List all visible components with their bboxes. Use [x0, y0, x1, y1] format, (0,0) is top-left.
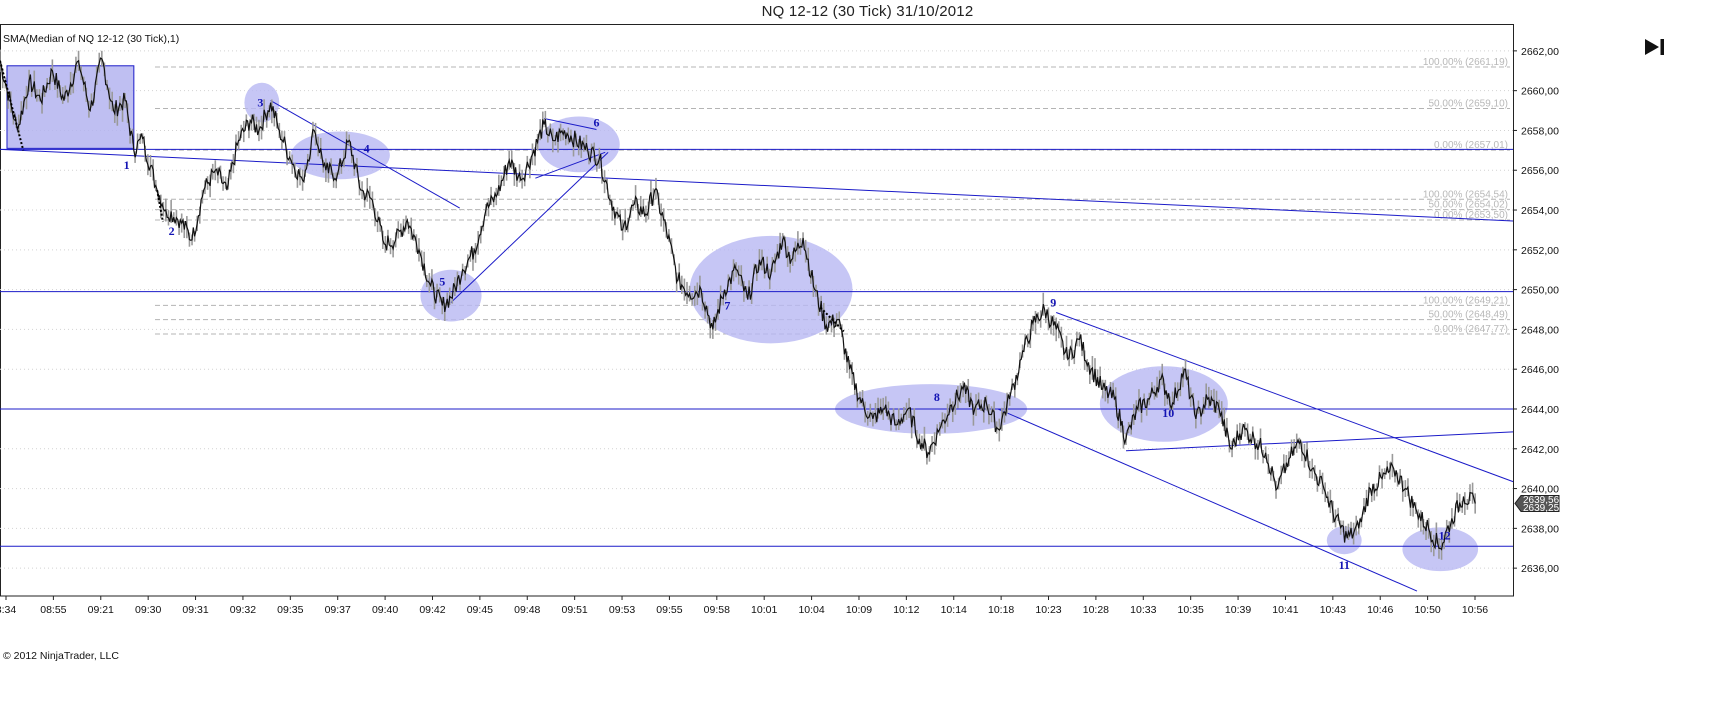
- x-axis-tick-label: 08:55: [40, 604, 66, 616]
- x-axis-tick-label: 10:04: [798, 604, 824, 616]
- copyright-notice: © 2012 NinjaTrader, LLC: [3, 650, 119, 662]
- plot-frame: [0, 24, 1514, 597]
- indicator-label[interactable]: SMA(Median of NQ 12-12 (30 Tick),1): [3, 33, 180, 45]
- x-axis-tick-label: 10:56: [1462, 604, 1488, 616]
- fib-level-label: 0,00% (2657,01): [1434, 140, 1508, 151]
- y-axis-tick-label: 2648,00: [1521, 324, 1559, 336]
- wave-label[interactable]: 11: [1339, 558, 1350, 572]
- x-axis-tick-label: 10:35: [1178, 604, 1204, 616]
- y-axis-tick-label: 2656,00: [1521, 165, 1559, 177]
- y-axis-tick-label: 2650,00: [1521, 285, 1559, 297]
- x-axis-tick-label: 09:48: [514, 604, 540, 616]
- indicator-segment: [156, 189, 164, 223]
- wave-label[interactable]: 9: [1050, 296, 1056, 310]
- trend-line[interactable]: [1056, 312, 1514, 483]
- x-axis-tick-label: 09:35: [277, 604, 303, 616]
- y-axis-tick-label: 2662,00: [1521, 46, 1559, 58]
- fib-level-label: 100,00% (2649,21): [1423, 295, 1508, 306]
- y-axis-tick-label: 2636,00: [1521, 563, 1559, 575]
- go-to-end-button[interactable]: [1642, 36, 1668, 58]
- x-axis-tick-label: 10:33: [1130, 604, 1156, 616]
- y-axis-tick-label: 2640,00: [1521, 484, 1559, 496]
- skip-to-end-icon: [1645, 39, 1664, 55]
- x-axis-tick-label: 10:41: [1272, 604, 1298, 616]
- wave-label[interactable]: 10: [1162, 406, 1174, 420]
- y-axis-tick-label: 2638,00: [1521, 523, 1559, 535]
- x-axis-tick-label: 10:46: [1367, 604, 1393, 616]
- wave-label[interactable]: 2: [169, 224, 175, 238]
- x-axis-tick-label: 09:40: [372, 604, 398, 616]
- x-axis-tick-label: 8:34: [0, 604, 16, 616]
- highlight-ellipse[interactable]: [420, 269, 482, 322]
- indicator-segment: [819, 306, 845, 333]
- chart-title: NQ 12-12 (30 Tick) 31/10/2012: [761, 3, 974, 20]
- last-price-tag-label-2: 2639,25: [1523, 503, 1560, 514]
- y-axis-tick-label: 2654,00: [1521, 205, 1559, 217]
- wave-label[interactable]: 6: [593, 115, 599, 129]
- y-axis-tick-label: 2658,00: [1521, 125, 1559, 137]
- x-axis-tick-label: 09:31: [182, 604, 208, 616]
- x-axis-tick-label: 10:18: [988, 604, 1014, 616]
- x-axis-tick-label: 10:23: [1035, 604, 1061, 616]
- y-axis-tick-label: 2652,00: [1521, 245, 1559, 257]
- wave-label[interactable]: 7: [724, 299, 730, 313]
- last-price-tag: [1514, 494, 1560, 512]
- highlight-ellipse[interactable]: [1402, 527, 1479, 572]
- y-axis-tick-label: 2660,00: [1521, 86, 1559, 98]
- trend-line[interactable]: [270, 100, 460, 209]
- x-axis-tick-label: 10:12: [893, 604, 919, 616]
- x-axis-tick-label: 09:37: [325, 604, 351, 616]
- fib-level-label: 50,00% (2648,49): [1428, 310, 1508, 321]
- last-price-tag-label-1: 2639,56: [1523, 495, 1560, 506]
- y-axis-tick-label: 2646,00: [1521, 364, 1559, 376]
- x-axis-tick-label: 10:50: [1414, 604, 1440, 616]
- y-axis-tick-label: 2644,00: [1521, 404, 1559, 416]
- fib-level-label: 100,00% (2661,19): [1423, 57, 1508, 68]
- x-axis-tick-label: 10:39: [1225, 604, 1251, 616]
- wave-label[interactable]: 4: [364, 141, 370, 155]
- wave-label[interactable]: 1: [124, 158, 130, 172]
- fib-level-label: 50,00% (2654,02): [1428, 200, 1508, 211]
- x-axis-tick-label: 09:30: [135, 604, 161, 616]
- fib-level-label: 50,00% (2659,10): [1428, 99, 1508, 110]
- highlight-ellipse[interactable]: [244, 82, 280, 123]
- x-axis-tick-label: 09:45: [467, 604, 493, 616]
- fib-level-label: 100,00% (2654,54): [1423, 189, 1508, 200]
- wave-label[interactable]: 12: [1439, 528, 1451, 542]
- x-axis-tick-label: 09:42: [419, 604, 445, 616]
- x-axis-tick-label: 10:09: [846, 604, 872, 616]
- x-axis-tick-label: 10:28: [1083, 604, 1109, 616]
- x-axis-tick-label: 09:55: [656, 604, 682, 616]
- x-axis-tick-label: 09:53: [609, 604, 635, 616]
- x-axis-tick-label: 09:51: [562, 604, 588, 616]
- trend-line[interactable]: [543, 118, 597, 130]
- fib-level-label: 0,00% (2653,50): [1434, 210, 1508, 221]
- wave-label[interactable]: 8: [934, 390, 940, 404]
- x-axis-tick-label: 09:58: [704, 604, 730, 616]
- trend-line[interactable]: [1125, 431, 1514, 452]
- x-axis-tick-label: 09:32: [230, 604, 256, 616]
- price-line[interactable]: [0, 57, 1476, 551]
- wave-label[interactable]: 5: [439, 275, 445, 289]
- y-axis-tick-label: 2642,00: [1521, 444, 1559, 456]
- wave-label[interactable]: 3: [257, 96, 263, 110]
- x-axis-tick-label: 09:21: [88, 604, 114, 616]
- x-axis-tick-label: 10:43: [1320, 604, 1346, 616]
- indicator-segment: [0, 60, 25, 151]
- x-axis-tick-label: 10:14: [941, 604, 967, 616]
- x-axis-tick-label: 10:01: [751, 604, 777, 616]
- fib-level-label: 0,00% (2647,77): [1434, 324, 1508, 335]
- trend-line[interactable]: [450, 151, 609, 303]
- trend-line[interactable]: [0, 148, 1514, 222]
- highlight-ellipse[interactable]: [689, 235, 853, 344]
- trend-line[interactable]: [997, 408, 1418, 592]
